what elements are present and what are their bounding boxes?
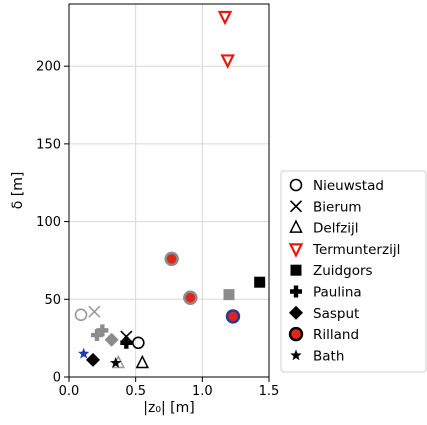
- legend-label-sasput: Sasput: [313, 306, 359, 322]
- legend-marker-rilland: [288, 326, 304, 342]
- axis-ticks: 0.0 0.5 1.0 1.5 0 50 100 150 200: [36, 60, 279, 399]
- legend-label-delfzijl: Delfzijl: [313, 221, 359, 237]
- legend-label-rilland: Rilland: [313, 327, 359, 343]
- y-tick-label: 150: [36, 137, 61, 152]
- data-points: [74, 10, 266, 369]
- legend-marker-sasput: [289, 305, 303, 320]
- legend: Nieuwstad Bierum Delfzijl Termunterzijl Zuid…: [280, 170, 427, 373]
- legend-label-nieuwstad: Nieuwstad: [313, 178, 384, 194]
- point-bierum: [88, 305, 101, 318]
- point-termunterzijl: [220, 54, 235, 69]
- legend-label-bierum: Bierum: [313, 199, 362, 215]
- y-axis-label: δ [m]: [10, 172, 26, 210]
- point-sasput: [86, 352, 100, 367]
- legend-marker-paulina: [290, 285, 302, 298]
- legend-marker-zuidgors: [290, 264, 302, 276]
- point-zuidgors: [223, 289, 235, 301]
- legend-marker-bierum: [289, 200, 303, 213]
- point-paulina: [96, 324, 109, 337]
- point-zuidgors: [254, 276, 266, 288]
- legend-marker-bath: [290, 349, 302, 361]
- x-tick-label: 1.0: [192, 384, 213, 399]
- x-tick-label: 0.0: [59, 384, 80, 399]
- point-termunterzijl: [217, 10, 233, 26]
- legend-marker-termunterzijl: [288, 243, 304, 258]
- legend-frame: [280, 170, 427, 373]
- point-rilland: [164, 251, 179, 267]
- point-rilland: [183, 290, 198, 305]
- point-nieuwstad: [74, 308, 88, 322]
- legend-marker-nieuwstad: [289, 178, 303, 192]
- legend-marker-delfzijl: [289, 219, 303, 233]
- grid-lines: [68, 4, 270, 378]
- point-delfzijl: [135, 354, 150, 369]
- legend-label-paulina: Paulina: [313, 285, 362, 301]
- y-tick-label: 50: [44, 293, 61, 308]
- legend-label-zuidgors: Zuidgors: [313, 263, 373, 279]
- x-tick-label: 0.5: [125, 384, 146, 399]
- point-paulina: [91, 329, 103, 342]
- point-sasput: [104, 332, 119, 347]
- legend-label-bath: Bath: [313, 348, 344, 364]
- point-bath: [109, 357, 122, 368]
- legend-label-termunterzijl: Termunterzijl: [312, 242, 400, 258]
- point-bierum: [120, 330, 133, 343]
- point-nieuwstad: [132, 336, 145, 350]
- point-rilland: [225, 309, 241, 324]
- point-paulina: [120, 336, 133, 349]
- point-bath: [77, 347, 90, 359]
- x-axis-label: |z₀| [m]: [143, 400, 194, 416]
- plot-area-frame: [68, 3, 270, 378]
- y-tick-label: 100: [36, 215, 61, 230]
- x-tick-label: 1.5: [259, 384, 280, 399]
- y-tick-label: 0: [53, 371, 61, 386]
- y-tick-label: 200: [36, 60, 61, 75]
